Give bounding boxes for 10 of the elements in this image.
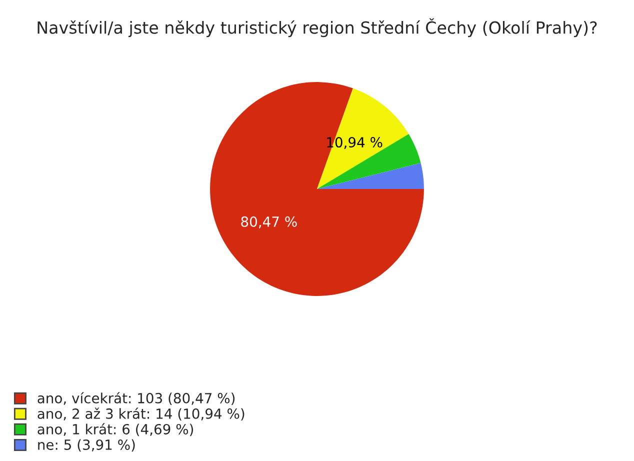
legend-label: ano, 2 až 3 krát: 14 (10,94 %) bbox=[38, 408, 244, 421]
pie-slice bbox=[317, 134, 421, 190]
pie-slice bbox=[317, 163, 424, 190]
legend-label: ano, 1 krát: 6 (4,69 %) bbox=[38, 423, 194, 436]
legend-label: ano, vícekrát: 103 (80,47 %) bbox=[38, 392, 235, 406]
pie-slice bbox=[210, 82, 424, 296]
pie-slice bbox=[317, 88, 409, 190]
data-label: 80,47 % bbox=[241, 216, 297, 228]
legend-label: ne: 5 (3,91 %) bbox=[38, 439, 135, 452]
chart-title: Navštívil/a jste někdy turistický region Střední Čechy (Okolí Prahy)? bbox=[38, 18, 597, 38]
